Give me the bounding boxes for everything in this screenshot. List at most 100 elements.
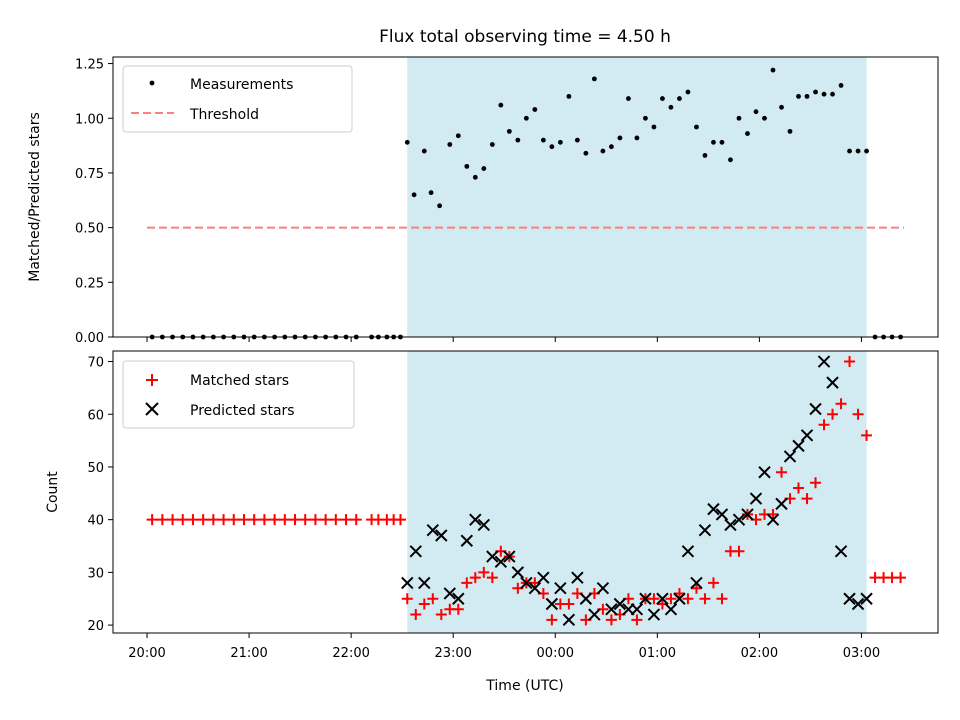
- matched-star-point: [167, 514, 179, 526]
- measurement-point: [481, 166, 487, 171]
- predicted-star-point: [443, 587, 457, 600]
- predicted-star-point: [766, 513, 780, 526]
- predicted-star-point: [664, 603, 678, 616]
- y-tick-label: 0.75: [75, 167, 104, 182]
- predicted-star-point: [749, 492, 763, 505]
- matched-star-point: [435, 609, 447, 621]
- measurement-point: [745, 131, 750, 136]
- y-tick-label: 50: [87, 461, 104, 476]
- predicted-star-point: [741, 508, 754, 521]
- bottom-legend: Matched stars Predicted stars: [122, 360, 355, 429]
- measurement-point: [753, 109, 759, 115]
- measurement-point: [711, 139, 716, 145]
- matched-star-point: [827, 408, 839, 420]
- predicted-star-point: [783, 450, 797, 463]
- matched-star-point: [716, 593, 728, 605]
- predicted-star-point: [800, 429, 814, 442]
- measurement-point: [472, 174, 478, 180]
- predicted-star-point: [503, 550, 516, 563]
- bottom-y-axis-label: Count: [45, 471, 61, 513]
- predicted-star-point: [528, 581, 542, 595]
- predicted-star-point: [732, 513, 746, 526]
- y-tick-label: 60: [87, 408, 104, 423]
- predicted-star-point: [596, 581, 610, 595]
- predicted-star-point: [690, 576, 703, 590]
- measurement-point: [804, 93, 810, 99]
- bottom-x-axis: 20:00 21:00 22:00 23:00 00:00 01:00 02:00 03:00: [128, 633, 880, 661]
- predicted-star-point: [545, 597, 559, 611]
- matched-star-point: [486, 572, 498, 584]
- legend-predicted-label: Predicted stars: [190, 403, 295, 419]
- measurement-point: [728, 157, 733, 163]
- x-tick-label: 21:00: [230, 646, 267, 661]
- measurement-point: [566, 93, 572, 99]
- legend-measurements-marker: [149, 80, 155, 86]
- matched-star-point: [330, 514, 342, 526]
- predicted-star-point: [843, 592, 856, 605]
- matched-star-point: [810, 477, 822, 489]
- predicted-star-point: [520, 576, 533, 590]
- matched-star-point: [309, 514, 321, 526]
- top-x-ticks: [146, 337, 862, 342]
- top-y-axis-label: Matched/Predicted stars: [27, 112, 43, 282]
- measurement-point: [770, 67, 776, 73]
- measurement-point: [830, 91, 835, 97]
- predicted-star-point: [477, 518, 491, 532]
- predicted-star-point: [724, 518, 737, 532]
- matched-star-point: [156, 514, 168, 526]
- matched-star-point: [401, 593, 413, 605]
- predicted-star-point: [494, 555, 508, 569]
- predicted-star-point: [630, 603, 644, 616]
- predicted-star-point: [698, 524, 712, 537]
- matched-star-point: [350, 514, 362, 526]
- measurement-point: [498, 102, 504, 108]
- measurement-point: [600, 148, 606, 154]
- x-tick-label: 22:00: [332, 646, 369, 661]
- measurement-point: [447, 142, 453, 147]
- measurement-point: [591, 76, 597, 82]
- measurement-point: [634, 135, 640, 141]
- matched-star-point: [563, 598, 575, 610]
- y-tick-label: 1.25: [75, 58, 104, 73]
- predicted-stars-points: [401, 355, 873, 627]
- matched-star-point: [238, 514, 250, 526]
- top-y-axis: 0.00 0.25 0.50 0.75 1.00 1.25: [75, 58, 113, 346]
- top-shaded-interval: [407, 57, 867, 337]
- matched-star-point: [427, 593, 439, 605]
- y-tick-label: 40: [87, 514, 104, 529]
- matched-star-point: [248, 514, 260, 526]
- measurement-point: [437, 203, 442, 209]
- predicted-star-point: [639, 592, 652, 605]
- bottom-plot-frame: [112, 350, 939, 634]
- top-legend: Measurements Threshold: [122, 65, 353, 133]
- measurement-point: [668, 104, 674, 110]
- top-legend-box: [122, 65, 353, 133]
- predicted-star-point: [511, 566, 525, 579]
- bottom-panel: 20 30 40 50 60 70 20:00 21:00 22:00 23:00 00:00 01…: [45, 350, 939, 694]
- measurement-point: [813, 89, 818, 95]
- measurement-point: [515, 137, 521, 143]
- matched-star-point: [699, 593, 711, 605]
- measurement-point: [787, 128, 793, 134]
- bottom-legend-box: [122, 360, 355, 429]
- measurement-point: [779, 104, 784, 110]
- measurement-point: [421, 148, 427, 154]
- matched-star-point: [207, 514, 219, 526]
- matched-star-point: [269, 514, 281, 526]
- predicted-star-point: [452, 592, 465, 605]
- matched-star-point: [177, 514, 189, 526]
- predicted-star-point: [426, 524, 440, 537]
- predicted-star-point: [486, 550, 499, 563]
- measurement-point: [821, 91, 827, 97]
- predicted-star-point: [792, 439, 805, 453]
- predicted-star-point: [758, 466, 771, 479]
- measurement-point: [626, 96, 631, 101]
- measurement-point: [574, 137, 580, 143]
- predicted-star-point: [469, 513, 482, 526]
- matched-star-point: [707, 577, 719, 589]
- measurement-point: [694, 124, 699, 130]
- predicted-star-point: [817, 355, 831, 368]
- measurement-point: [651, 124, 657, 130]
- matched-star-point: [478, 566, 490, 578]
